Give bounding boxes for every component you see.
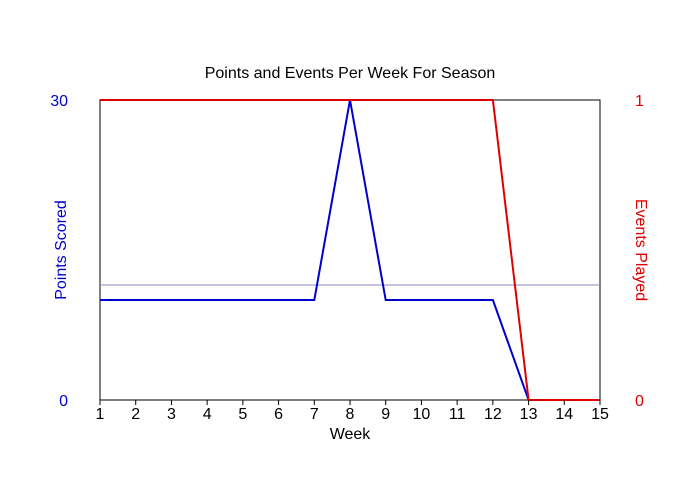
- series-layer: [100, 99, 600, 401]
- x-tick-label: 11: [449, 406, 466, 423]
- left-axis-ticks: 0 30: [50, 93, 68, 410]
- left-y-axis-label: Points Scored: [53, 200, 70, 300]
- x-axis-label: Week: [330, 426, 372, 443]
- points-scored-line: [100, 99, 600, 401]
- left-y-tick-label: 0: [59, 393, 68, 410]
- right-axis-ticks: 01: [635, 93, 644, 410]
- x-tick-label: 12: [484, 406, 502, 423]
- x-axis-ticks: 1 2 3 4 5 6 7 8 9 10 11 12 13 14 15: [96, 400, 609, 423]
- right-y-axis-label: Events Played: [632, 199, 649, 301]
- x-tick-label: 7: [310, 406, 319, 423]
- right-y-tick-label: 0: [635, 393, 644, 410]
- x-tick-label: 4: [203, 406, 212, 423]
- x-tick-label: 8: [346, 406, 355, 423]
- x-tick-label: 3: [167, 406, 176, 423]
- chart-title: Points and Events Per Week For Season: [205, 65, 496, 82]
- x-tick-label: 2: [131, 406, 140, 423]
- right-y-tick-label: 1: [635, 93, 644, 110]
- x-tick-label: 5: [238, 406, 247, 423]
- x-tick-label: 14: [555, 406, 573, 423]
- x-tick-label: 10: [413, 406, 431, 423]
- x-tick-label: 9: [381, 406, 390, 423]
- plot-area-frame: [99, 99, 601, 401]
- x-tick-label: 6: [274, 406, 283, 423]
- events-played-line: [100, 99, 600, 401]
- x-tick-label: 15: [591, 406, 609, 423]
- x-tick-label: 13: [520, 406, 538, 423]
- x-tick-label: 1: [96, 406, 105, 423]
- left-y-tick-label: 30: [50, 93, 68, 110]
